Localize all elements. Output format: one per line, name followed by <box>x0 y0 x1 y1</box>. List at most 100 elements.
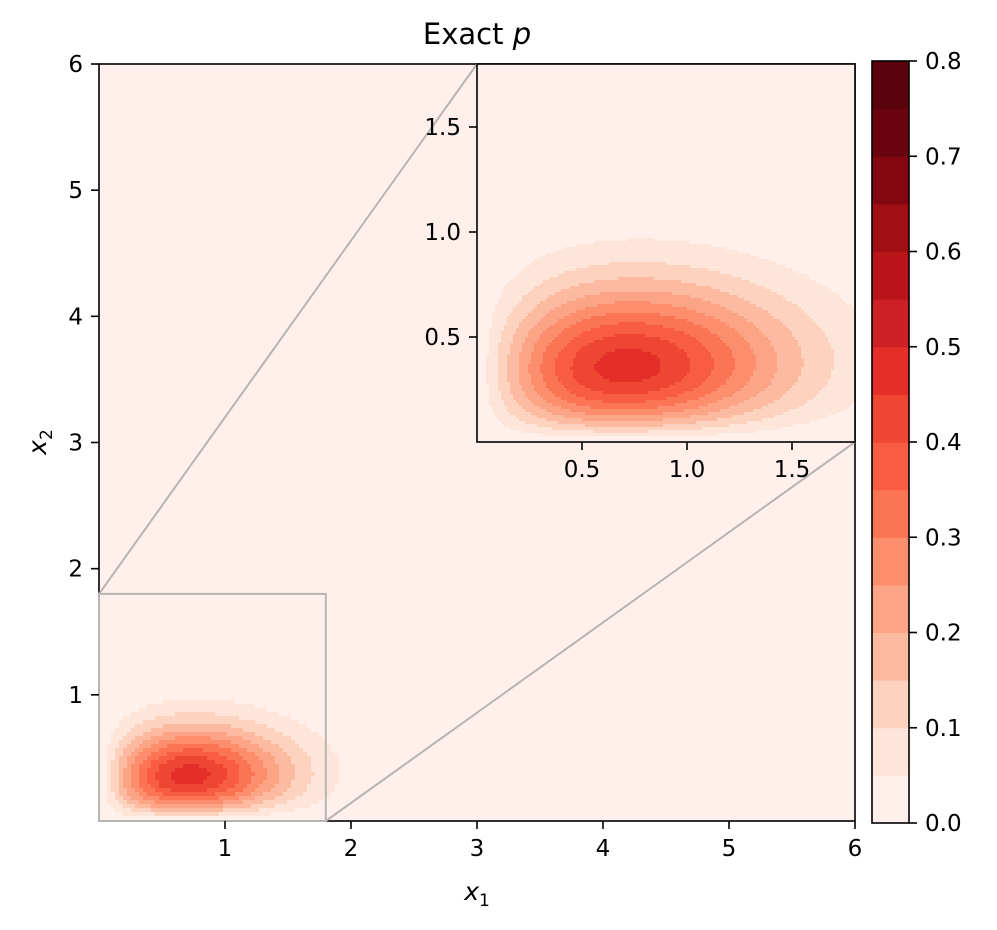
contour-cell <box>259 76 264 81</box>
contour-cell <box>155 72 160 77</box>
contour-cell <box>175 164 180 169</box>
contour-cell <box>467 132 472 137</box>
contour-cell <box>327 136 332 141</box>
contour-cell <box>211 92 216 97</box>
contour-cell <box>123 88 128 93</box>
contour-cell <box>139 76 144 81</box>
contour-cell <box>359 148 364 153</box>
contour-cell <box>151 108 156 113</box>
contour-cell <box>107 152 112 157</box>
contour-cell <box>171 152 176 157</box>
contour-cell <box>459 108 464 113</box>
contour-cell <box>295 108 300 113</box>
contour-cell <box>207 96 212 101</box>
contour-cell <box>403 112 408 117</box>
contour-cell <box>379 108 384 113</box>
contour-cell <box>435 68 440 73</box>
contour-cell <box>271 120 276 125</box>
contour-cell <box>247 92 252 97</box>
contour-cell <box>283 108 288 113</box>
contour-cell <box>227 108 232 113</box>
contour-cell <box>195 92 200 97</box>
contour-cell <box>287 132 292 137</box>
contour-cell <box>223 160 228 165</box>
contour-cell <box>111 92 116 97</box>
contour-cell <box>135 88 140 93</box>
contour-cell <box>203 100 208 105</box>
contour-cell <box>259 132 264 137</box>
contour-cell <box>215 164 220 169</box>
contour-cell <box>339 128 344 133</box>
contour-cell <box>419 152 424 157</box>
contour-cell <box>375 144 380 149</box>
contour-cell <box>107 164 112 169</box>
contour-cell <box>187 124 192 129</box>
contour-cell <box>167 100 172 105</box>
contour-cell <box>383 120 388 125</box>
contour-cell <box>443 68 448 73</box>
contour-cell <box>451 152 456 157</box>
contour-cell <box>387 104 392 109</box>
contour-cell <box>427 72 432 77</box>
contour-cell <box>115 152 120 157</box>
contour-cell <box>399 88 404 93</box>
contour-cell <box>167 88 172 93</box>
contour-cell <box>463 144 468 149</box>
contour-cell <box>119 148 124 153</box>
contour-cell <box>247 140 252 145</box>
contour-cell <box>315 152 320 157</box>
contour-cell <box>139 136 144 141</box>
contour-cell <box>355 88 360 93</box>
contour-cell <box>123 76 128 81</box>
contour-cell <box>159 148 164 153</box>
contour-cell <box>159 76 164 81</box>
contour-cell <box>183 120 188 125</box>
contour-cell <box>347 136 352 141</box>
contour-cell <box>239 120 244 125</box>
contour-cell <box>447 108 452 113</box>
contour-cell <box>335 132 340 137</box>
contour-cell <box>175 68 180 73</box>
contour-cell <box>135 120 140 125</box>
contour-cell <box>359 92 364 97</box>
contour-cell <box>235 148 240 153</box>
contour-cell <box>367 160 372 165</box>
contour-cell <box>259 168 264 173</box>
contour-cell <box>463 152 468 157</box>
contour-cell <box>227 68 232 73</box>
contour-cell <box>431 104 436 109</box>
contour-cell <box>155 156 160 161</box>
contour-cell <box>367 100 372 105</box>
contour-cell <box>291 164 296 169</box>
contour-cell <box>255 168 260 173</box>
contour-cell <box>399 156 404 161</box>
contour-cell <box>115 116 120 121</box>
contour-cell <box>135 92 140 97</box>
contour-cell <box>255 156 260 161</box>
contour-cell <box>411 132 416 137</box>
contour-cell <box>107 136 112 141</box>
contour-cell <box>259 116 264 121</box>
contour-cell <box>159 156 164 161</box>
contour-cell <box>207 72 212 77</box>
contour-cell <box>375 100 380 105</box>
contour-cell <box>167 164 172 169</box>
contour-cell <box>107 72 112 77</box>
contour-cell <box>343 92 348 97</box>
contour-cell <box>135 160 140 165</box>
contour-cell <box>211 84 216 89</box>
contour-cell <box>163 140 168 145</box>
contour-cell <box>119 76 124 81</box>
contour-cell <box>259 108 264 113</box>
contour-cell <box>287 100 292 105</box>
contour-cell <box>151 156 156 161</box>
contour-cell <box>187 136 192 141</box>
contour-cell <box>335 156 340 161</box>
contour-cell <box>395 148 400 153</box>
contour-cell <box>435 108 440 113</box>
contour-cell <box>375 136 380 141</box>
contour-cell <box>299 100 304 105</box>
contour-cell <box>367 132 372 137</box>
contour-cell <box>127 152 132 157</box>
contour-cell <box>207 68 212 73</box>
